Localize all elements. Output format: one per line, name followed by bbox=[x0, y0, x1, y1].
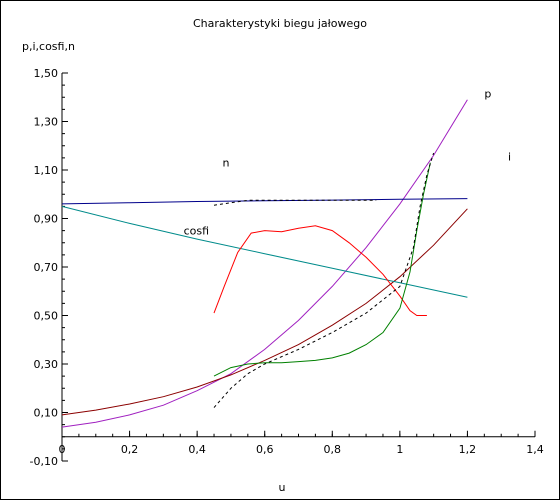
annotation-cosfi: cosfi bbox=[184, 224, 209, 237]
annotation-n: n bbox=[222, 156, 229, 169]
y-tick-label: 0,50 bbox=[34, 310, 59, 323]
x-tick-label: 0 bbox=[59, 443, 66, 456]
series-line-unnamed-5 bbox=[213, 162, 431, 377]
series-line-p bbox=[61, 99, 468, 428]
x-tick-label: 1 bbox=[396, 443, 403, 456]
series-line-i bbox=[61, 208, 468, 416]
y-tick-label: 0,90 bbox=[34, 213, 59, 226]
y-tick-label: -0,10 bbox=[30, 455, 58, 468]
x-tick-label: 1,4 bbox=[526, 443, 544, 456]
chart-title: Charakterystyki biegu jałowego bbox=[193, 17, 367, 30]
y-tick-label: 1,50 bbox=[34, 67, 59, 80]
series-line-cosfi bbox=[61, 205, 468, 298]
x-tick-label: 1,2 bbox=[459, 443, 477, 456]
x-tick-label: 0,2 bbox=[121, 443, 139, 456]
x-tick-label: 0,8 bbox=[324, 443, 342, 456]
x-tick-label: 0,4 bbox=[188, 443, 206, 456]
x-tick-label: 0,6 bbox=[256, 443, 274, 456]
series-line-unnamed-7 bbox=[213, 199, 377, 206]
y-tick-label: 1,30 bbox=[34, 116, 59, 129]
y-tick-label: 0,30 bbox=[34, 358, 59, 371]
annotation-i: i bbox=[508, 150, 511, 163]
x-axis-label: u bbox=[279, 481, 286, 494]
y-tick-label: 0,10 bbox=[34, 407, 59, 420]
series-line-unnamed-6 bbox=[213, 152, 435, 408]
series-line-unnamed-4 bbox=[213, 225, 427, 316]
y-tick-label: 1,10 bbox=[34, 164, 59, 177]
annotation-p: p bbox=[484, 87, 491, 100]
annotations-group: p i n cosfi bbox=[184, 87, 511, 237]
series-group bbox=[61, 99, 468, 428]
series-line-n bbox=[61, 198, 468, 205]
y-axis-label: p,i,cosfi,n bbox=[22, 40, 75, 53]
y-tick-label: 0,70 bbox=[34, 261, 59, 274]
